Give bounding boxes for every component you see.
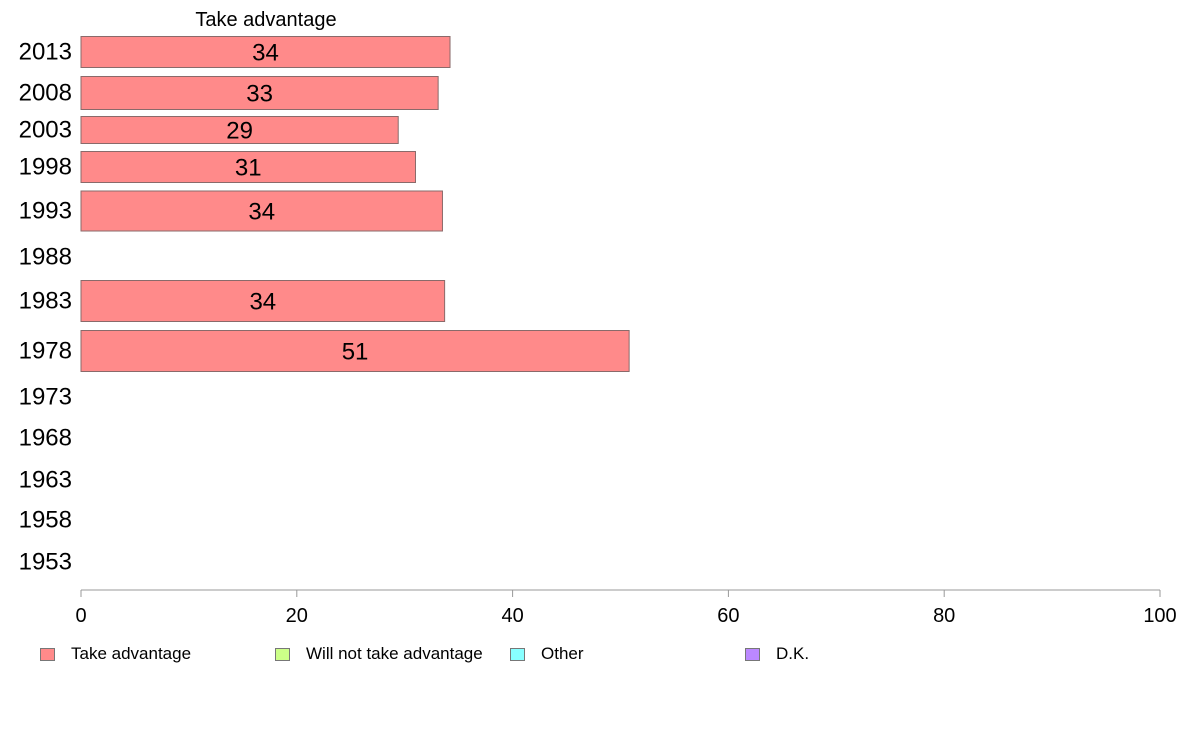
- x-tick-label: 80: [933, 605, 955, 627]
- bar: [80, 116, 399, 144]
- legend-swatch: [745, 647, 760, 661]
- x-tick-label: 100: [1143, 605, 1176, 627]
- x-tick-label: 60: [717, 605, 739, 627]
- legend-label: Other: [541, 644, 584, 663]
- x-tick-label: 40: [501, 605, 523, 627]
- bar: [80, 280, 446, 322]
- x-tick-label: 0: [75, 605, 86, 627]
- y-tick-label: 1953: [19, 549, 72, 576]
- bar-chart: Take advantage 34 33 29 31 34 34 51 2013 2008 20…: [19, 9, 1177, 627]
- bar-value-label: 34: [248, 199, 275, 226]
- y-tick-label: 2013: [19, 39, 72, 66]
- legend-label: D.K.: [776, 644, 810, 663]
- y-tick-label: 1993: [19, 198, 72, 225]
- bar-value-label: 29: [226, 118, 253, 145]
- legend-swatch: [275, 647, 290, 661]
- legend-item-other: Other: [510, 640, 584, 668]
- bar-value-label: 34: [249, 289, 276, 316]
- y-tick-label: 1983: [19, 288, 72, 315]
- bar-value-label: 34: [252, 40, 279, 67]
- y-tick-label: 1973: [19, 384, 72, 411]
- legend-swatch: [510, 647, 525, 661]
- legend-swatch: [40, 647, 55, 661]
- bar: [80, 151, 416, 183]
- y-tick-label: 1958: [19, 507, 72, 534]
- legend-item-dk: D.K.: [745, 640, 809, 668]
- x-tick-label: 20: [286, 605, 308, 627]
- bar: [80, 190, 443, 232]
- bar: [80, 76, 439, 110]
- bar-value-label: 51: [342, 339, 369, 366]
- legend-label: Will not take advantage: [306, 644, 483, 663]
- y-tick-label: 1968: [19, 425, 72, 452]
- bar: [80, 36, 451, 68]
- y-tick-label: 2003: [19, 117, 72, 144]
- y-tick-label: 2008: [19, 80, 72, 107]
- legend-item-will-not-take-advantage: Will not take advantage: [275, 640, 483, 668]
- bar-value-label: 31: [235, 155, 262, 182]
- bar-value-label: 33: [246, 81, 273, 108]
- y-tick-label: 1963: [19, 467, 72, 494]
- legend-item-take-advantage: Take advantage: [40, 640, 191, 668]
- chart-title: Take advantage: [195, 9, 336, 31]
- legend: Take advantage Will not take advantage O…: [0, 640, 1188, 668]
- bar: [80, 330, 630, 372]
- y-tick-label: 1978: [19, 338, 72, 365]
- legend-label: Take advantage: [71, 644, 192, 663]
- y-tick-label: 1998: [19, 154, 72, 181]
- y-tick-label: 1988: [19, 244, 72, 271]
